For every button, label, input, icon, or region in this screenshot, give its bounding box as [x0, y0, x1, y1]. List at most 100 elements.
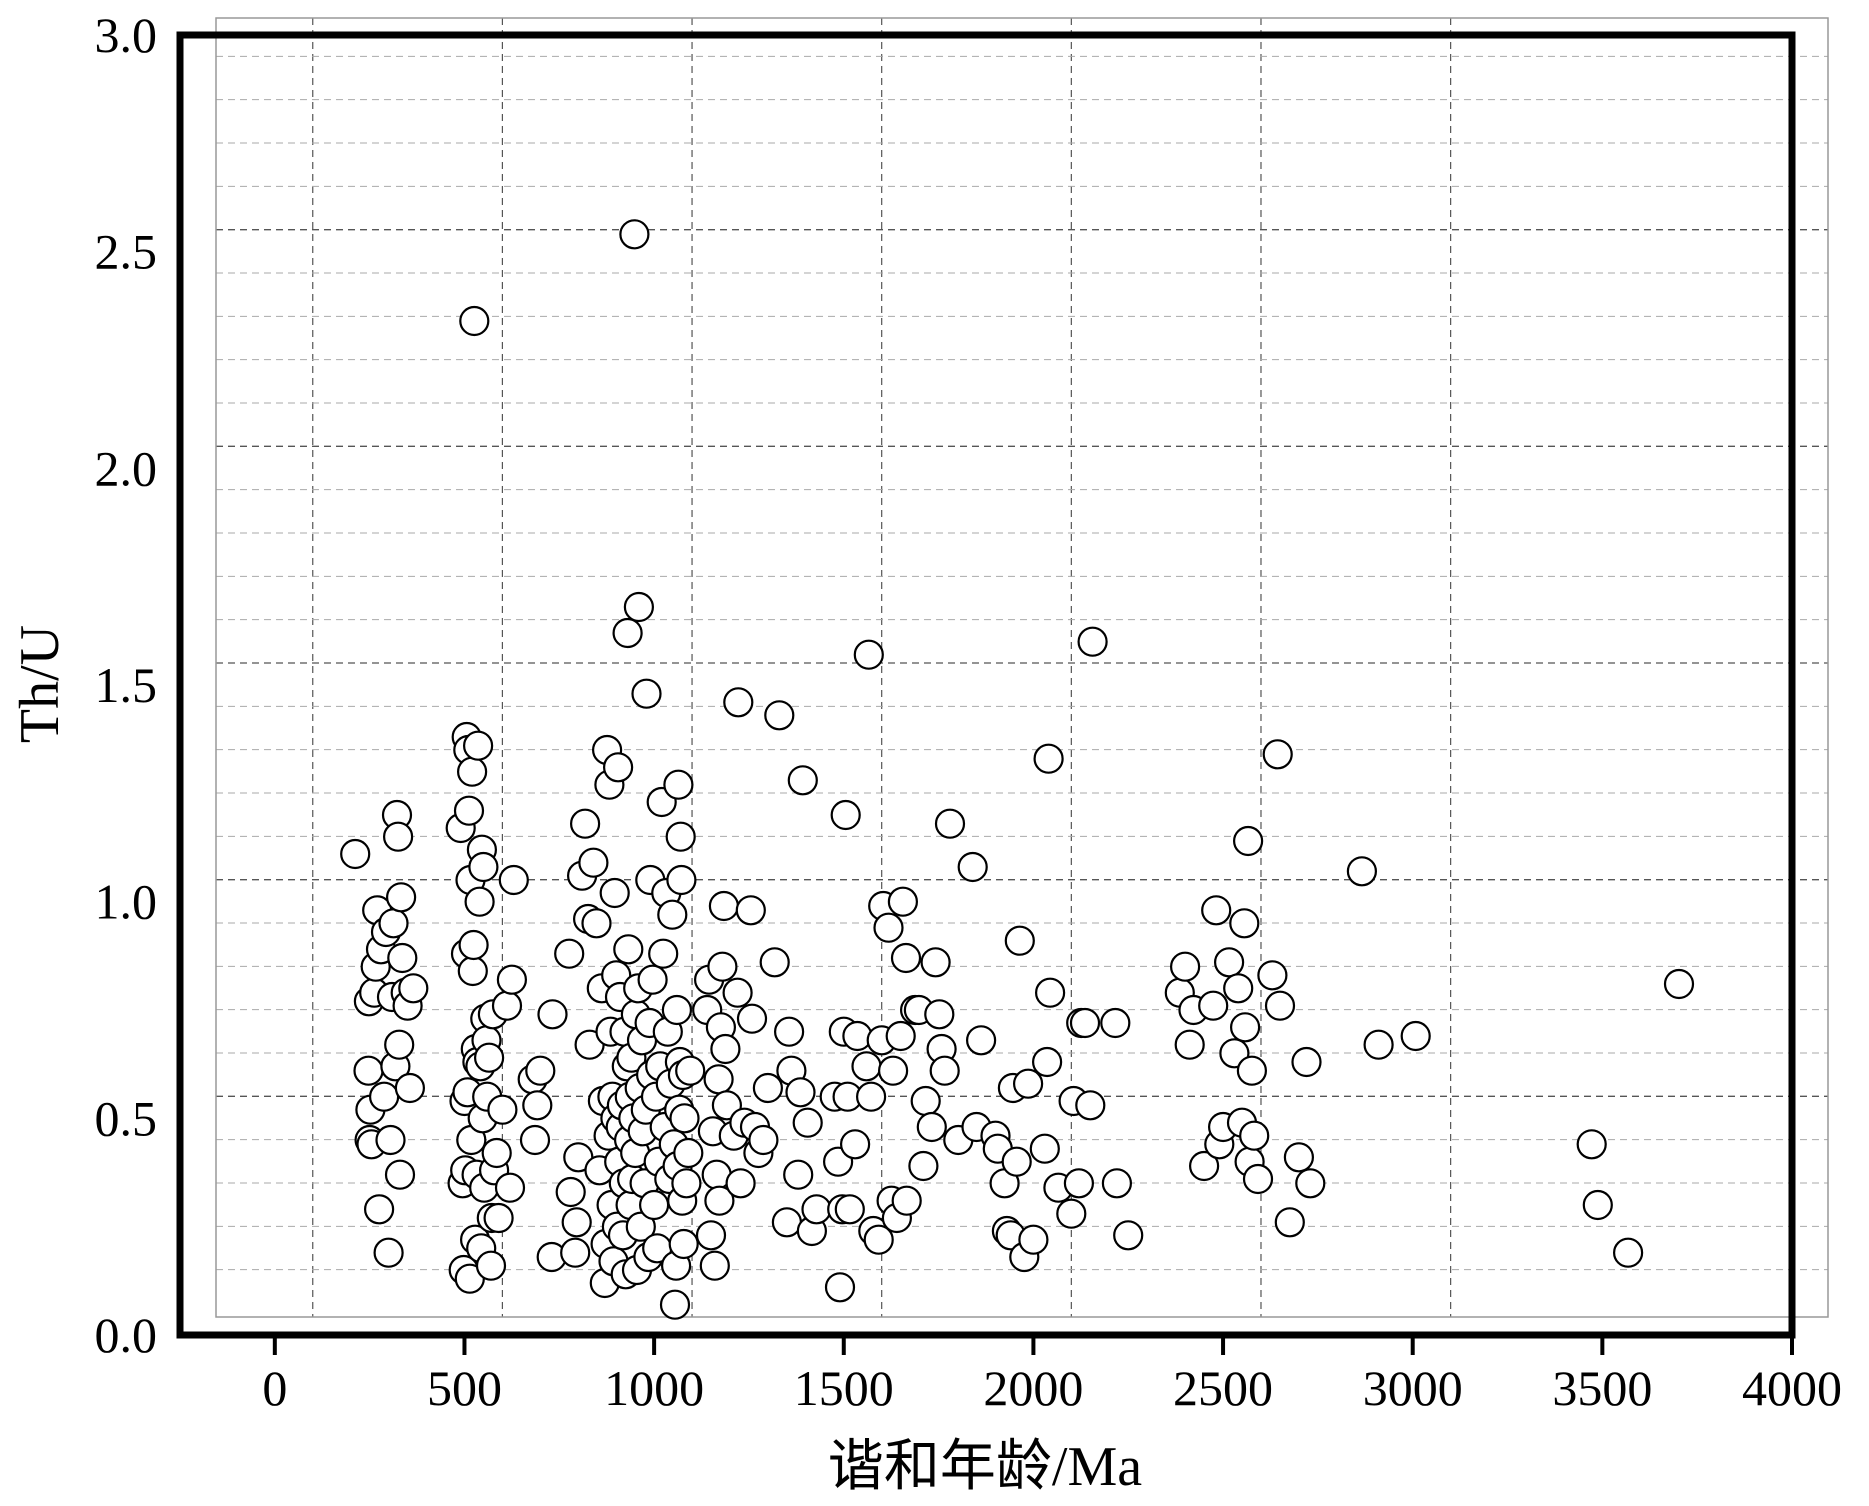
data-point	[384, 1029, 415, 1060]
data-point	[491, 990, 523, 1021]
data-point	[487, 1094, 518, 1125]
data-point	[748, 1124, 779, 1156]
data-point	[394, 1072, 425, 1104]
data-point	[783, 1159, 814, 1190]
data-point	[498, 864, 529, 896]
data-point	[668, 1228, 699, 1260]
data-point	[1198, 990, 1229, 1021]
data-point	[1274, 1207, 1305, 1238]
data-point	[1188, 1150, 1220, 1182]
inner-plot-frame	[215, 17, 1829, 1318]
x-tick-label: 0	[262, 1360, 287, 1416]
data-point	[887, 886, 919, 917]
data-point	[1001, 1146, 1032, 1177]
data-point	[494, 1172, 526, 1203]
data-point	[599, 877, 630, 909]
x-tick-label: 1500	[794, 1360, 894, 1416]
data-point	[708, 890, 740, 922]
data-point	[771, 1207, 803, 1238]
data-point	[722, 977, 753, 1008]
data-point	[578, 847, 609, 878]
y-tick-label: 2.0	[95, 440, 158, 496]
data-point	[752, 1072, 784, 1104]
data-point	[522, 1090, 553, 1121]
data-point	[631, 678, 662, 709]
data-point	[839, 1129, 871, 1160]
data-point	[1201, 895, 1232, 926]
data-point	[669, 1103, 700, 1134]
data-point	[555, 1176, 586, 1208]
data-point	[619, 219, 650, 250]
data-point	[569, 808, 601, 839]
data-point	[704, 1185, 735, 1216]
data-point	[830, 799, 861, 831]
data-point	[863, 1224, 894, 1255]
y-axis-ticks: 0.0 0.5 1.0 1.5 2.0 2.5 3.0	[95, 7, 158, 1363]
data-point	[1031, 1046, 1063, 1078]
data-point	[1063, 1168, 1095, 1199]
data-point	[638, 1189, 670, 1221]
data-point	[496, 964, 527, 995]
data-point	[457, 955, 488, 987]
data-point	[785, 1077, 816, 1108]
data-point	[736, 1003, 768, 1034]
data-point	[1295, 1168, 1326, 1199]
data-point	[1291, 1046, 1322, 1078]
y-tick-label: 1.0	[95, 874, 158, 930]
y-tick-label: 1.5	[95, 657, 158, 713]
data-point	[877, 1055, 909, 1086]
data-point	[1113, 1220, 1144, 1251]
data-point	[481, 1137, 512, 1169]
data-point	[657, 899, 688, 930]
data-point	[1363, 1029, 1394, 1060]
data-point	[1029, 1133, 1060, 1164]
x-axis-title: 谐和年龄/Ma	[828, 1436, 1142, 1498]
data-point	[710, 1033, 741, 1065]
data-point	[537, 999, 568, 1030]
data-point	[1257, 960, 1288, 991]
data-point	[375, 1124, 406, 1156]
data-point	[459, 305, 490, 337]
data-point	[581, 908, 612, 939]
data-point	[1264, 990, 1296, 1021]
data-point	[468, 851, 499, 883]
data-point	[353, 1055, 384, 1086]
data-point	[855, 1081, 887, 1112]
data-point	[1663, 968, 1695, 1000]
data-point	[457, 756, 488, 787]
x-tick-label: 500	[427, 1360, 502, 1416]
data-point	[373, 1237, 404, 1268]
data-point	[1069, 1007, 1101, 1039]
data-point	[703, 1064, 734, 1095]
data-point	[908, 1150, 939, 1182]
data-point	[474, 1042, 505, 1073]
data-point	[659, 1289, 691, 1320]
data-point	[759, 947, 790, 978]
data-point	[1100, 1007, 1131, 1039]
data-point	[1012, 1068, 1044, 1099]
x-tick-label: 2500	[1173, 1360, 1273, 1416]
x-tick-label: 3500	[1552, 1360, 1652, 1416]
y-tick-label: 2.5	[95, 224, 158, 280]
data-point	[890, 942, 922, 974]
data-point	[1400, 1020, 1431, 1052]
data-point	[648, 938, 679, 969]
data-point	[369, 1081, 400, 1112]
data-point	[1239, 1120, 1270, 1151]
data-point	[764, 700, 795, 731]
data-point	[787, 765, 818, 796]
data-point	[1075, 1090, 1106, 1121]
data-point	[519, 1124, 551, 1156]
data-point	[475, 1250, 507, 1281]
data-point	[364, 1194, 395, 1225]
data-point	[801, 1194, 832, 1225]
data-point	[1223, 973, 1254, 1004]
data-point	[773, 1016, 805, 1047]
y-tick-label: 0.5	[95, 1090, 158, 1146]
x-tick-label: 3000	[1363, 1360, 1463, 1416]
x-tick-label: 1000	[604, 1360, 704, 1416]
data-point	[1169, 951, 1201, 982]
data-point	[483, 1202, 514, 1234]
data-point	[853, 639, 884, 670]
plot-frame	[176, 31, 1796, 1339]
